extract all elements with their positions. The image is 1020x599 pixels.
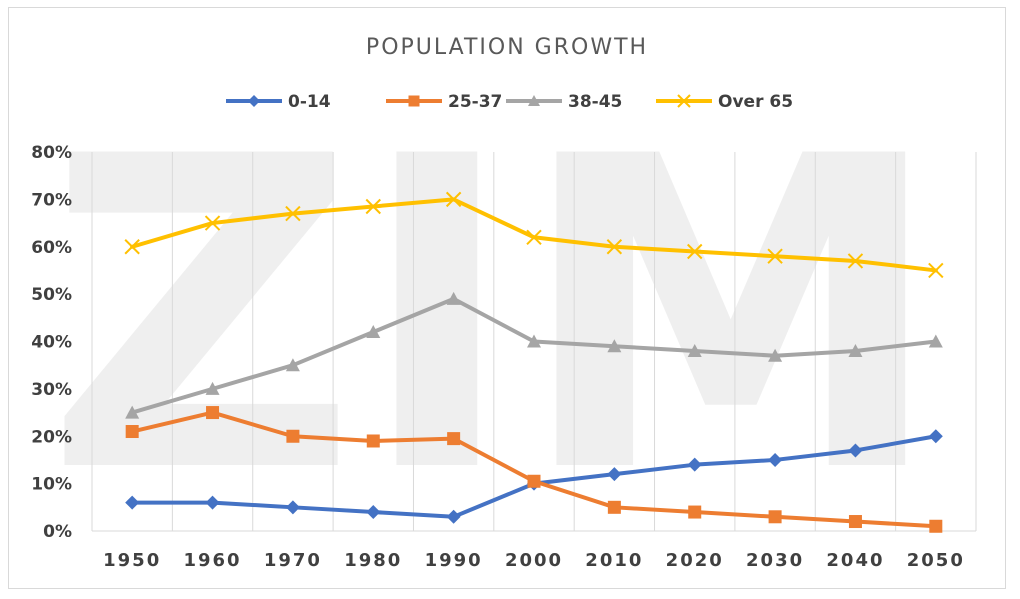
series-group	[124, 191, 944, 533]
data-point	[125, 405, 140, 419]
legend-item: 25-37	[386, 92, 502, 112]
data-point	[768, 452, 783, 467]
data-point	[928, 334, 943, 348]
x-tick-label: 2020	[666, 550, 724, 571]
data-point	[285, 205, 301, 222]
data-point	[285, 358, 300, 372]
data-point	[125, 495, 140, 510]
y-tick-label: 0%	[43, 522, 72, 542]
data-point	[206, 406, 220, 420]
data-point	[607, 467, 622, 482]
legend-item: 0-14	[226, 92, 331, 112]
legend-label: Over 65	[718, 92, 793, 112]
y-tick-label: 70%	[31, 190, 72, 210]
grid	[91, 152, 977, 532]
data-point	[447, 432, 461, 446]
data-point	[606, 239, 623, 255]
data-point	[527, 474, 541, 488]
series-38-45	[125, 291, 943, 419]
data-point	[687, 343, 702, 357]
data-point	[526, 229, 542, 245]
legend-marker	[248, 95, 260, 107]
data-point	[847, 253, 864, 269]
legend-item: Over 65	[656, 92, 793, 112]
data-point	[446, 509, 461, 524]
y-tick-label: 10%	[31, 475, 72, 495]
data-point	[365, 198, 381, 215]
x-tick-label: 1970	[264, 550, 322, 571]
y-tick-label: 30%	[31, 380, 72, 400]
x-tick-label: 1950	[103, 550, 161, 571]
y-tick-label: 80%	[31, 143, 72, 163]
data-point	[286, 429, 300, 443]
data-point	[928, 429, 943, 444]
data-point	[607, 500, 621, 514]
legend-label: 38-45	[568, 92, 622, 112]
data-point	[366, 505, 381, 520]
legend-label: 25-37	[448, 92, 502, 112]
data-point	[607, 339, 622, 353]
y-tick-label: 40%	[31, 333, 72, 353]
legend-label: 0-14	[288, 92, 331, 112]
data-point	[446, 291, 461, 305]
y-tick-label: 60%	[31, 238, 72, 258]
data-point	[768, 348, 783, 362]
data-point	[205, 495, 220, 510]
watermark: ZIM	[45, 67, 945, 567]
data-point	[527, 334, 541, 348]
data-point	[848, 343, 863, 357]
data-point	[848, 515, 862, 529]
data-point	[366, 434, 380, 448]
data-point	[848, 443, 863, 458]
x-axis-ticks: 1950 1960 1970 1980 1990 2000 2010 2020 2030 2040…	[103, 550, 965, 571]
series-over-65	[124, 191, 944, 279]
series-25-37	[125, 406, 943, 533]
data-point	[204, 215, 221, 231]
y-tick-label: 20%	[31, 427, 72, 447]
data-point	[767, 248, 783, 264]
y-tick-label: 50%	[31, 285, 72, 305]
legend-marker	[677, 94, 691, 108]
data-point	[285, 500, 300, 515]
x-tick-label: 2050	[907, 550, 965, 571]
data-point	[687, 457, 702, 472]
data-point	[688, 505, 702, 519]
data-point	[768, 510, 782, 524]
x-tick-label: 2010	[585, 550, 643, 571]
chart-title: POPULATION GROWTH	[366, 35, 648, 60]
x-tick-label: 1960	[183, 550, 241, 571]
data-point	[366, 325, 381, 339]
legend-marker	[528, 95, 540, 106]
x-tick-label: 2030	[746, 550, 804, 571]
data-point	[687, 243, 703, 260]
data-point	[125, 425, 139, 439]
y-axis-ticks: 0% 10% 20% 30% 40% 50% 60% 70% 80%	[31, 143, 72, 542]
x-tick-label: 1980	[344, 550, 402, 571]
legend-item: 38-45	[506, 92, 622, 112]
legend: 0-14 25-37 38-45 Over 65	[226, 92, 793, 112]
x-tick-label: 2040	[826, 550, 884, 571]
data-point	[205, 381, 220, 395]
data-point	[929, 519, 943, 533]
data-point	[124, 239, 140, 255]
data-point	[445, 191, 462, 208]
x-tick-label: 1990	[425, 550, 483, 571]
x-tick-label: 2000	[505, 550, 563, 571]
legend-marker	[408, 95, 420, 107]
data-point	[928, 262, 944, 279]
chart-frame	[8, 7, 1006, 589]
